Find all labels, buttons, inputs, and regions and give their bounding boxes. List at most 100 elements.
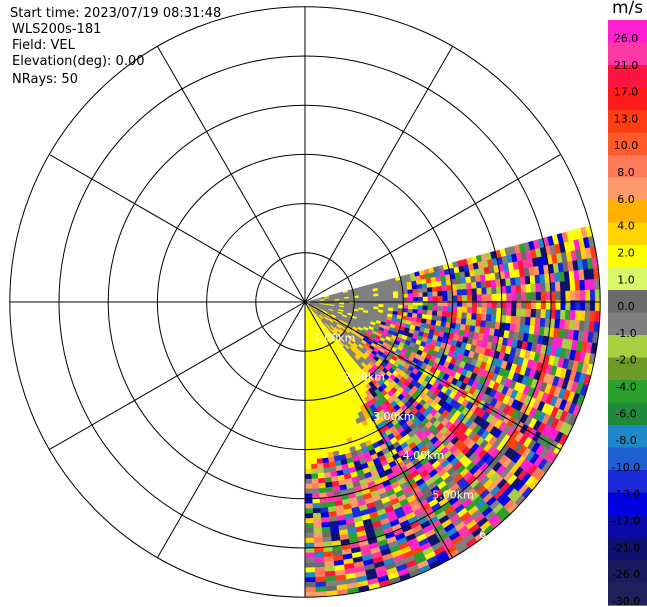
velocity-cell xyxy=(318,423,324,430)
velocity-cell xyxy=(407,293,414,298)
velocity-cell xyxy=(315,453,323,460)
velocity-cell xyxy=(515,316,522,325)
colorbar-swatch xyxy=(608,357,647,381)
velocity-cell xyxy=(510,277,517,287)
velocity-cell xyxy=(304,562,315,568)
velocity-cell xyxy=(317,413,323,420)
velocity-cell xyxy=(407,304,414,310)
velocity-cell xyxy=(462,294,468,302)
velocity-cell xyxy=(584,310,591,322)
velocity-cell xyxy=(304,419,310,426)
velocity-cell xyxy=(304,405,310,411)
velocity-cell xyxy=(436,310,443,317)
velocity-cell xyxy=(304,572,316,578)
velocity-cell xyxy=(511,292,517,302)
velocity-cell xyxy=(304,459,312,465)
velocity-cell xyxy=(480,280,487,289)
velocity-cell xyxy=(313,537,323,544)
velocity-cell xyxy=(575,290,581,301)
velocity-cell xyxy=(319,433,326,440)
velocity-cell xyxy=(540,282,547,293)
velocity-cell xyxy=(422,309,428,316)
colorbar-tick-label: -30.0 xyxy=(612,595,640,607)
velocity-cell xyxy=(456,312,463,319)
velocity-cell xyxy=(383,304,389,308)
velocity-cell xyxy=(304,532,314,539)
velocity-cell xyxy=(481,294,488,302)
velocity-cell xyxy=(312,409,318,416)
velocity-cell xyxy=(310,453,317,460)
velocity-cell xyxy=(466,288,473,296)
velocity-cell xyxy=(446,290,453,297)
velocity-cell xyxy=(491,307,498,316)
azimuth-spoke xyxy=(304,301,454,558)
velocity-cell xyxy=(307,380,312,386)
velocity-cell xyxy=(388,304,394,309)
velocity-cell xyxy=(427,291,434,298)
colorbar-tick-label: -4.0 xyxy=(615,381,636,394)
velocity-cell xyxy=(425,277,432,284)
velocity-cell xyxy=(491,293,498,302)
velocity-cell xyxy=(496,307,502,316)
velocity-cell xyxy=(466,306,473,314)
velocity-cell xyxy=(412,292,419,298)
velocity-cell xyxy=(530,283,537,293)
velocity-cell xyxy=(589,310,596,322)
velocity-cell xyxy=(476,313,482,321)
velocity-cell xyxy=(417,292,424,298)
instrument-label: WLS200s-181 xyxy=(12,22,102,37)
velocity-cell xyxy=(368,296,375,300)
velocity-cell xyxy=(318,482,326,489)
velocity-cell xyxy=(373,295,379,300)
velocity-cell xyxy=(310,384,315,391)
velocity-cell xyxy=(316,463,324,470)
colorbar-swatch xyxy=(608,447,647,471)
velocity-cell xyxy=(316,458,324,465)
velocity-cell xyxy=(319,507,329,514)
velocity-cell xyxy=(545,291,552,301)
start-time-label: Start time: 2023/07/19 08:31:48 xyxy=(10,6,222,21)
colorbar-tick-label: -8.0 xyxy=(615,434,636,447)
velocity-cell xyxy=(437,290,443,297)
velocity-cell xyxy=(452,306,458,313)
velocity-cell xyxy=(569,310,576,321)
velocity-cell xyxy=(466,312,473,320)
velocity-cell xyxy=(397,294,404,299)
velocity-cell xyxy=(470,281,477,290)
velocity-cell xyxy=(520,308,527,318)
velocity-cell xyxy=(559,309,566,320)
velocity-cell xyxy=(308,414,314,421)
polar-grid xyxy=(9,6,601,598)
velocity-cell xyxy=(461,312,468,320)
velocity-cell xyxy=(322,422,329,429)
colorbar-swatch xyxy=(608,42,647,66)
velocity-cell xyxy=(431,315,438,321)
velocity-cell xyxy=(436,280,443,287)
velocity-cell xyxy=(461,306,468,314)
velocity-cell xyxy=(554,281,561,292)
colorbar-swatch xyxy=(608,110,647,134)
velocity-cell xyxy=(520,316,527,326)
velocity-cell xyxy=(363,299,370,302)
velocity-cell xyxy=(525,308,532,318)
velocity-cell xyxy=(304,434,311,441)
velocity-cell xyxy=(555,291,562,301)
colorbar-title: m/s xyxy=(612,0,644,18)
colorbar-tick-label: -17.0 xyxy=(612,515,640,528)
elevation-label: Elevation(deg): 0.00 xyxy=(12,54,145,69)
colorbar-tick-label: 13.0 xyxy=(614,112,639,125)
velocity-cell xyxy=(455,317,462,325)
velocity-cell xyxy=(505,315,512,324)
velocity-cell xyxy=(308,404,314,411)
velocity-cell xyxy=(318,487,327,494)
velocity-cell xyxy=(304,395,309,401)
velocity-cell xyxy=(314,561,325,568)
velocity-cell xyxy=(407,308,414,314)
colorbar-swatch xyxy=(608,380,647,404)
velocity-cell xyxy=(319,438,327,445)
velocity-cell xyxy=(456,289,463,296)
colorbar-swatch xyxy=(608,560,647,584)
velocity-cell xyxy=(311,473,319,480)
velocity-cell xyxy=(311,394,317,401)
velocity-cell xyxy=(471,313,478,321)
